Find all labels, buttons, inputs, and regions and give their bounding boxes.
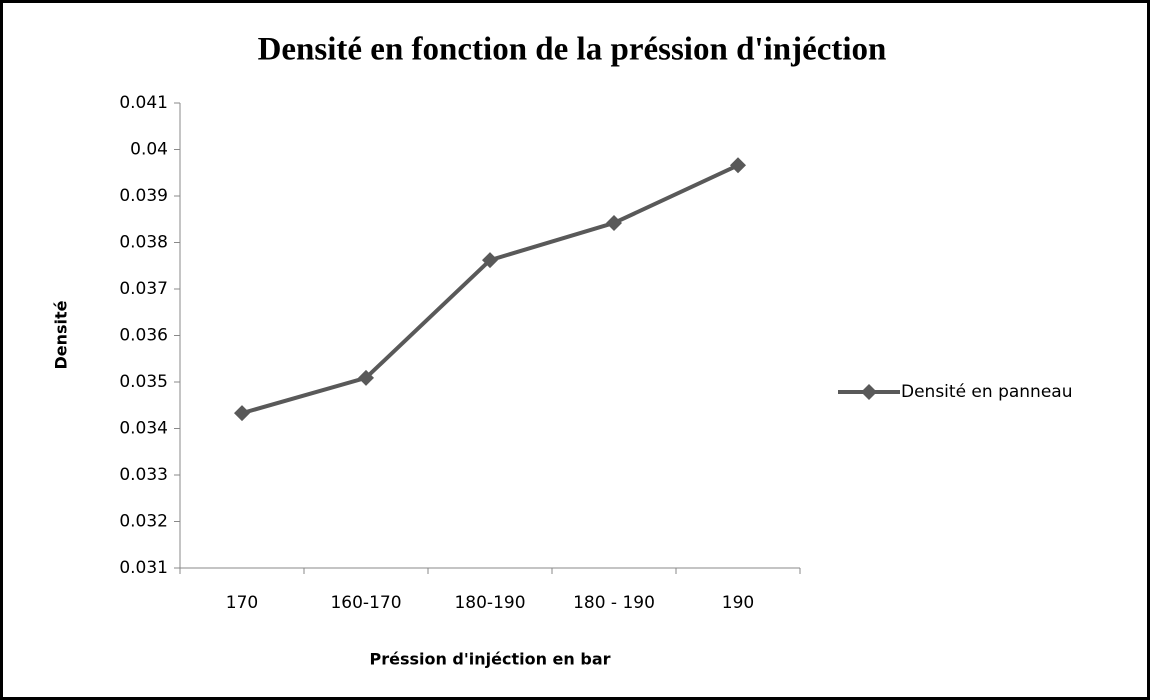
marker bbox=[234, 405, 250, 422]
x-tick-label: 160-170 bbox=[330, 593, 401, 613]
y-tick-label: 0.032 bbox=[119, 512, 168, 532]
marker bbox=[730, 157, 746, 174]
y-tick-label: 0.04 bbox=[130, 140, 168, 160]
y-tick-label: 0.035 bbox=[119, 372, 168, 392]
y-tick-label: 0.036 bbox=[119, 326, 168, 346]
legend-label: Densité en panneau bbox=[901, 382, 1072, 402]
marker bbox=[606, 214, 622, 231]
marker bbox=[358, 369, 374, 386]
y-tick-label: 0.038 bbox=[119, 233, 168, 253]
y-tick-label: 0.033 bbox=[119, 465, 168, 485]
x-tick-label: 170 bbox=[226, 593, 258, 613]
marker bbox=[482, 252, 498, 269]
y-axis-title: Densité bbox=[52, 300, 71, 369]
y-tick-label: 0.041 bbox=[119, 93, 168, 113]
x-tick-label: 190 bbox=[722, 593, 754, 613]
x-axis-title: Préssion d'injéction en bar bbox=[369, 650, 610, 669]
y-tick-label: 0.039 bbox=[119, 186, 168, 206]
x-tick-label: 180-190 bbox=[454, 593, 525, 613]
y-tick-label: 0.037 bbox=[119, 279, 168, 299]
y-tick-label: 0.034 bbox=[119, 419, 168, 439]
legend-marker bbox=[861, 384, 877, 400]
chart-title: Densité en fonction de la préssion d'inj… bbox=[258, 32, 887, 68]
x-tick-label: 180 - 190 bbox=[573, 593, 655, 613]
y-tick-label: 0.031 bbox=[119, 558, 168, 578]
